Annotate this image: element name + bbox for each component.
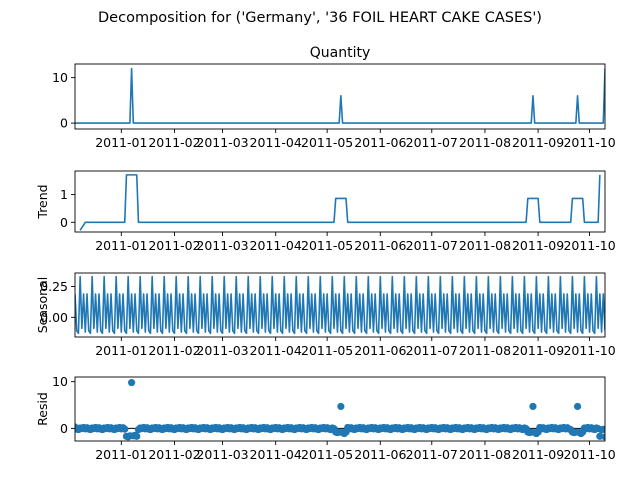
x-tick-label: 2011-09	[512, 238, 564, 253]
x-tick-label: 2011-02	[148, 343, 200, 358]
x-tick-label: 2011-01	[95, 135, 147, 150]
series-line	[75, 275, 605, 335]
x-tick-label: 2011-08	[459, 238, 511, 253]
y-axis-label: Trend	[35, 184, 50, 219]
x-tick-label: 2011-02	[148, 447, 200, 462]
x-tick-label: 2011-05	[301, 447, 353, 462]
x-tick-label: 2011-01	[95, 238, 147, 253]
resid-point	[601, 433, 605, 441]
y-tick-label: 10	[52, 70, 68, 85]
y-axis-label: Resid	[35, 392, 50, 426]
x-tick-label: 2011-08	[459, 135, 511, 150]
x-tick-label: 2011-06	[354, 238, 406, 253]
x-tick-label: 2011-06	[354, 447, 406, 462]
x-tick-label: 2011-04	[250, 135, 302, 150]
x-tick-label: 2011-03	[196, 343, 248, 358]
y-tick-label: 10	[52, 374, 68, 389]
x-tick-label: 2011-09	[512, 135, 564, 150]
y-tick-label: 0.00	[40, 310, 68, 325]
x-tick-label: 2011-03	[196, 238, 248, 253]
resid-point	[599, 425, 605, 433]
x-tick-label: 2011-08	[459, 447, 511, 462]
x-tick-label: 2011-04	[250, 238, 302, 253]
x-tick-label: 2011-03	[196, 135, 248, 150]
figure-title: Decomposition for ('Germany', '36 FOIL H…	[98, 10, 542, 26]
x-tick-label: 2011-02	[148, 135, 200, 150]
resid-point	[573, 402, 582, 411]
axes-frame	[74, 63, 606, 130]
axes-frame	[74, 272, 606, 338]
subplot-title: Quantity	[310, 45, 371, 61]
axes-frame	[74, 376, 606, 442]
x-tick-label: 2011-02	[148, 238, 200, 253]
y-tick-label: 0	[60, 215, 68, 230]
y-axis-label: Seasonal	[35, 277, 50, 334]
x-tick-label: 2011-07	[406, 447, 458, 462]
axes-frame	[74, 170, 606, 233]
x-tick-label: 2011-10	[563, 238, 615, 253]
resid-point	[128, 379, 136, 387]
x-tick-label: 2011-09	[512, 447, 564, 462]
y-tick-label: 0	[60, 421, 68, 436]
resid-point	[121, 425, 129, 433]
resid-point	[337, 402, 345, 411]
series-line	[79, 174, 601, 231]
x-tick-label: 2011-01	[95, 343, 147, 358]
x-tick-label: 2011-05	[301, 238, 353, 253]
x-tick-label: 2011-10	[563, 135, 615, 150]
x-tick-label: 2011-09	[512, 343, 564, 358]
x-tick-label: 2011-05	[301, 343, 353, 358]
x-tick-label: 2011-04	[250, 447, 302, 462]
x-tick-label: 2011-10	[563, 343, 615, 358]
x-tick-label: 2011-10	[563, 447, 615, 462]
y-tick-label: 0.25	[40, 279, 68, 294]
series-line	[75, 67, 605, 124]
x-tick-label: 2011-06	[354, 135, 406, 150]
x-tick-label: 2011-07	[406, 238, 458, 253]
x-tick-label: 2011-07	[406, 135, 458, 150]
x-tick-label: 2011-01	[95, 447, 147, 462]
y-tick-label: 1	[60, 187, 68, 202]
y-tick-label: 0	[60, 116, 68, 131]
x-tick-label: 2011-08	[459, 343, 511, 358]
resid-point	[596, 432, 604, 440]
resid-point	[529, 402, 537, 411]
resid-point	[133, 432, 141, 440]
x-tick-label: 2011-07	[406, 343, 458, 358]
x-tick-label: 2011-03	[196, 447, 248, 462]
x-tick-label: 2011-06	[354, 343, 406, 358]
x-tick-label: 2011-05	[301, 135, 353, 150]
x-tick-label: 2011-04	[250, 343, 302, 358]
